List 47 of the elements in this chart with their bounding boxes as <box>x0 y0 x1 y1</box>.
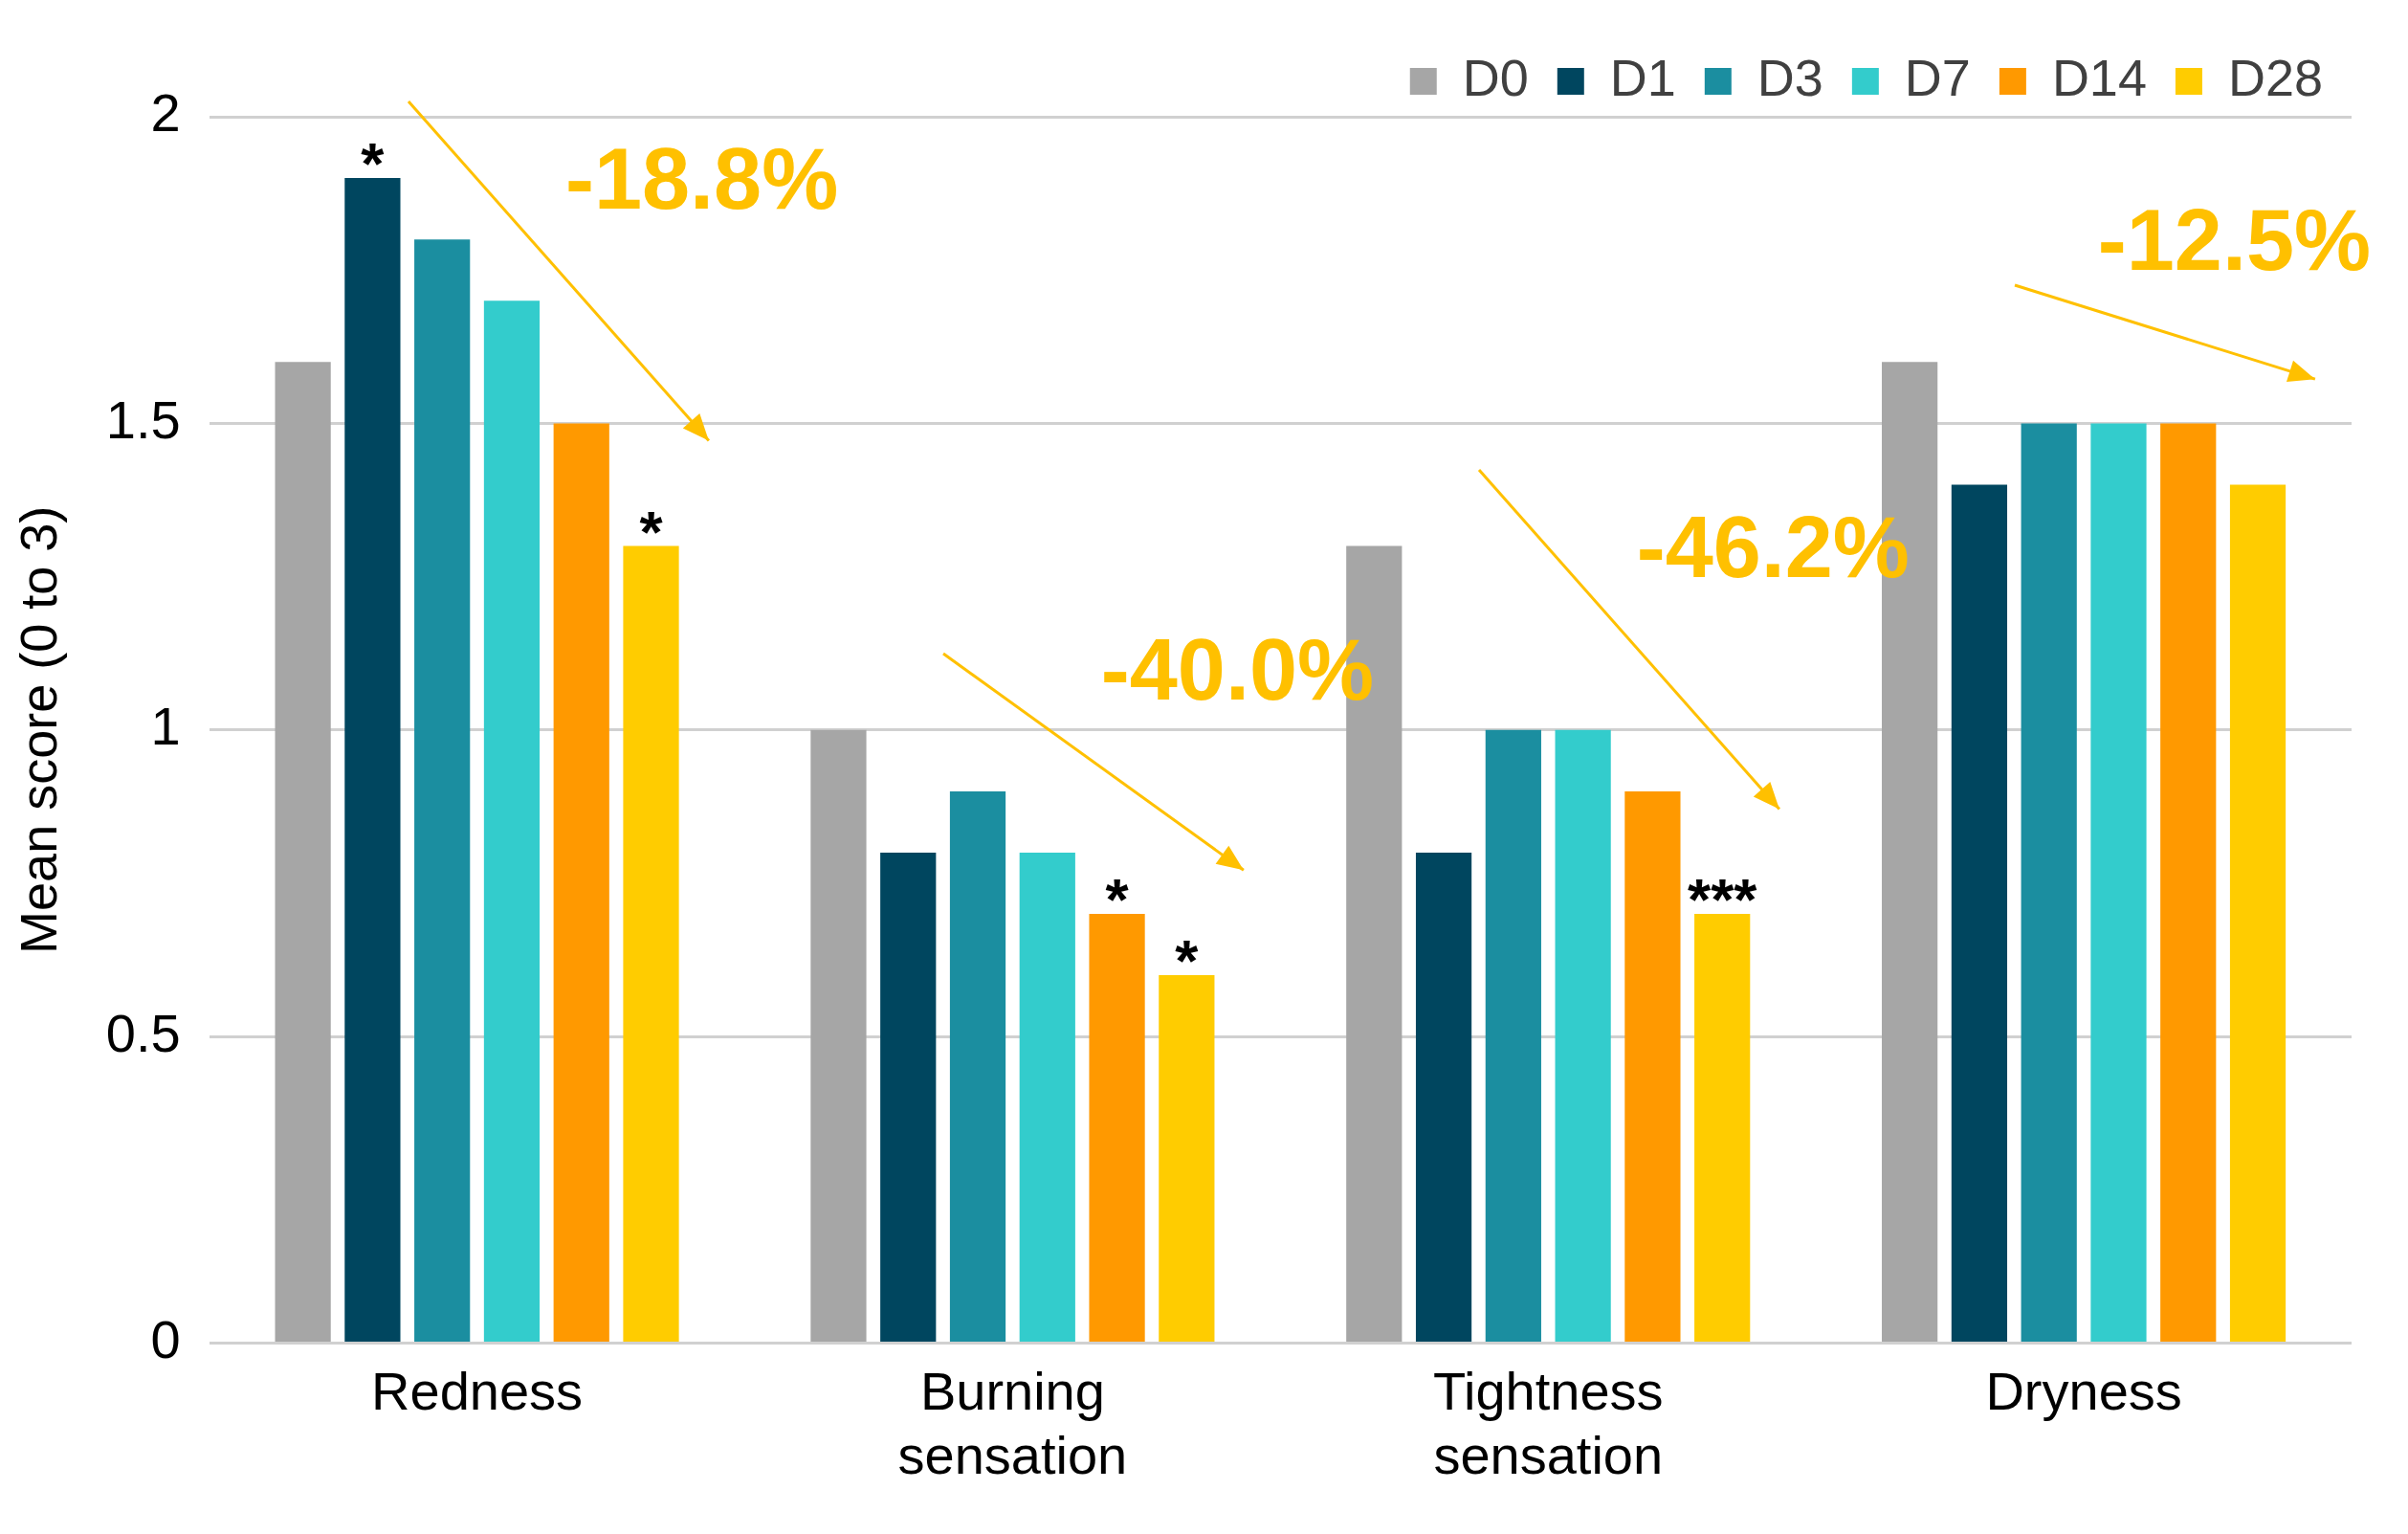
bar <box>2021 423 2077 1343</box>
legend-label: D28 <box>2227 48 2323 106</box>
legend-label: D7 <box>1904 48 1971 106</box>
bar <box>1019 852 1075 1343</box>
bar <box>623 545 679 1343</box>
bar <box>1485 729 1541 1343</box>
bar <box>880 852 937 1343</box>
bar <box>1624 790 1681 1343</box>
bar <box>1694 914 1751 1343</box>
annotation: -12.5% <box>2097 192 2372 289</box>
annotation: *** <box>1687 866 1758 933</box>
bar <box>1089 914 1145 1343</box>
bar <box>1415 852 1472 1343</box>
y-axis-title: Mean score (0 to 3) <box>10 505 68 954</box>
annotation: * <box>1105 866 1130 933</box>
x-tick-label: Tightness sensation <box>1432 1360 1664 1485</box>
bar <box>275 362 331 1343</box>
legend-label: D14 <box>2051 48 2147 106</box>
y-tick-label: 0.5 <box>105 1002 181 1063</box>
y-tick-label: 2 <box>150 82 181 144</box>
bar <box>414 239 471 1343</box>
bar <box>344 178 401 1343</box>
legend-label: D3 <box>1756 48 1823 106</box>
bar <box>2229 484 2286 1343</box>
legend-label: D1 <box>1609 48 1676 106</box>
bar <box>553 423 609 1343</box>
annotation: -46.2% <box>1636 499 1910 595</box>
legend-label: D0 <box>1462 48 1529 106</box>
annotation: -18.8% <box>564 131 839 228</box>
annotation: * <box>639 498 664 565</box>
annotation: * <box>1175 927 1200 994</box>
bar <box>1951 484 2008 1343</box>
bar <box>2160 423 2217 1343</box>
bar <box>483 300 541 1343</box>
x-tick-label: Burning sensation <box>897 1360 1128 1485</box>
annotation: -40.0% <box>1100 621 1374 718</box>
x-tick-label: Dryness <box>1985 1360 2182 1421</box>
bar <box>1159 975 1215 1343</box>
bar <box>810 729 867 1343</box>
y-tick-label: 1.5 <box>105 389 181 450</box>
x-tick-label: Redness <box>371 1360 584 1421</box>
bar <box>1555 729 1611 1343</box>
y-tick-label: 1 <box>150 696 181 757</box>
y-tick-label: 0 <box>150 1309 181 1370</box>
annotation: * <box>361 130 386 197</box>
bar <box>949 790 1006 1343</box>
bar <box>2090 423 2147 1343</box>
